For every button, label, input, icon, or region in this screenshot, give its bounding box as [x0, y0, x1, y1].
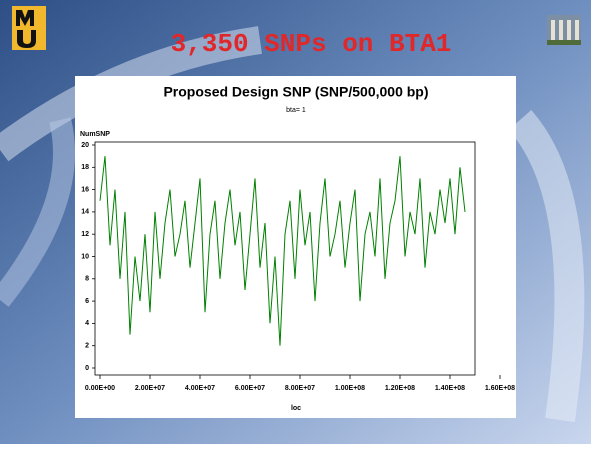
- chart-panel: [75, 76, 516, 418]
- y-tick-label: 6: [85, 298, 89, 305]
- columns-photo: [547, 15, 581, 45]
- y-tick-label: 20: [81, 142, 89, 149]
- x-tick-label: 0.00E+00: [85, 385, 115, 392]
- y-axis-label: NumSNP: [80, 131, 110, 138]
- y-tick-label: 10: [81, 253, 89, 260]
- y-tick-label: 18: [81, 164, 89, 171]
- x-tick-label: 1.20E+08: [385, 385, 415, 392]
- y-tick-label: 14: [81, 209, 89, 216]
- x-tick-label: 2.00E+07: [135, 385, 165, 392]
- chart-subtitle: bta= 1: [286, 107, 306, 114]
- x-tick-label: 6.00E+07: [235, 385, 265, 392]
- x-tick-label: 4.00E+07: [185, 385, 215, 392]
- y-tick-label: 16: [81, 186, 89, 193]
- logo: [12, 6, 46, 50]
- x-tick-label: 1.40E+08: [435, 385, 465, 392]
- y-tick-label: 4: [85, 320, 89, 327]
- chart-title: Proposed Design SNP (SNP/500,000 bp): [163, 84, 428, 100]
- y-tick-label: 2: [85, 343, 89, 350]
- slide-title: 3,350 SNPs on BTA1: [171, 29, 452, 59]
- y-tick-label: 0: [85, 365, 89, 372]
- x-axis-label: loc: [291, 405, 301, 412]
- slide: 3,350 SNPs on BTA1 Proposed Design SNP (…: [0, 0, 591, 444]
- x-tick-label: 1.00E+08: [335, 385, 365, 392]
- x-tick-label: 8.00E+07: [285, 385, 315, 392]
- y-tick-label: 12: [81, 231, 89, 238]
- x-tick-label: 1.60E+08: [485, 385, 515, 392]
- y-tick-label: 8: [85, 276, 89, 283]
